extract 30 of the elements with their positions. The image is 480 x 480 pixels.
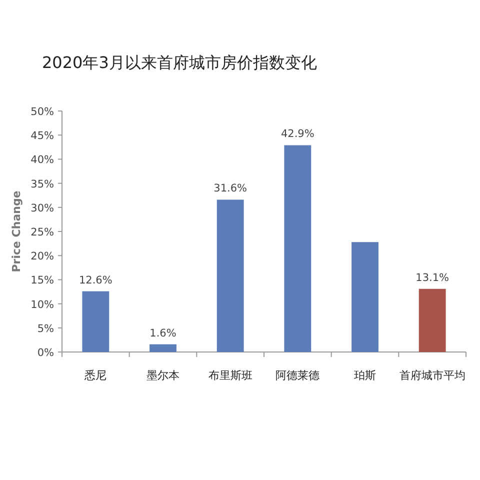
y-tick-label: 20% [30,250,54,263]
y-tick-label: 25% [30,226,54,238]
bar [284,145,312,352]
bar [352,242,378,352]
data-label: 31.6% [214,182,248,195]
x-tick-label: 悉尼 [84,369,107,382]
y-tick-label: 10% [30,298,54,311]
y-tick-label: 15% [30,274,54,287]
x-tick-label: 珀斯 [354,369,376,382]
x-tick-label: 布里斯班 [208,369,252,382]
y-tick-label: 5% [37,322,54,335]
bar [216,200,244,352]
x-tick-label: 首府城市平均 [399,369,466,382]
y-tick-label: 35% [30,178,54,190]
chart-title: 2020年3月以来首府城市房价指数变化 [42,53,317,72]
x-tick-label: 阿德莱德 [276,369,320,382]
bar [82,291,110,352]
x-tick-label: 墨尔本 [146,369,180,382]
data-label: 13.1% [416,272,450,284]
bar [418,288,446,352]
y-axis-title: Price Change [10,190,23,272]
y-tick-label: 40% [30,154,54,166]
data-label: 42.9% [280,128,314,140]
y-tick-label: 45% [30,130,54,142]
data-label: 12.6% [78,274,112,286]
y-tick-label: 0% [37,347,54,359]
data-label: 1.6% [150,327,176,340]
y-tick-label: 30% [30,202,54,214]
y-tick-label: 50% [30,106,54,118]
bar [150,344,176,352]
